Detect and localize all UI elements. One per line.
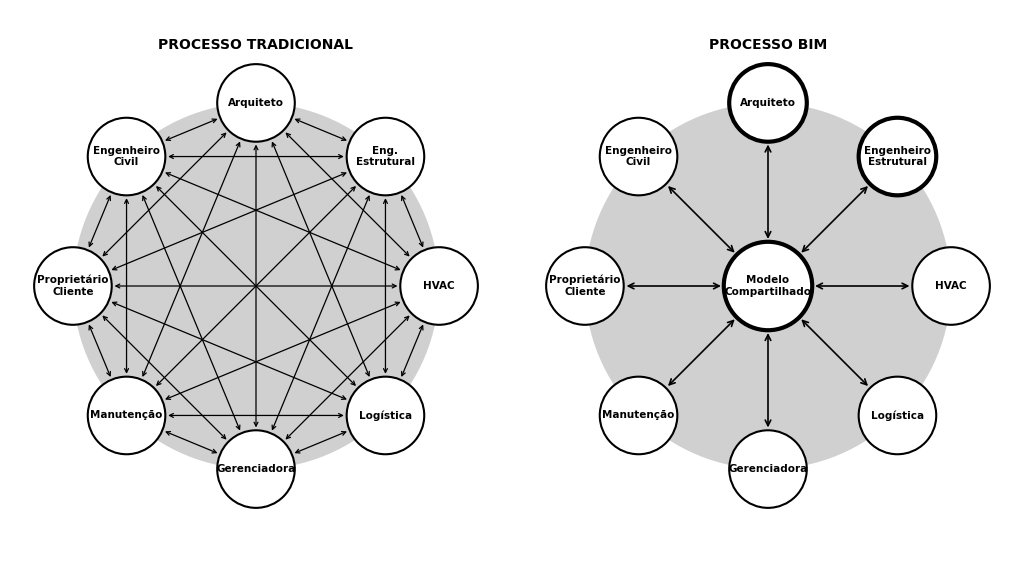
Text: Arquiteto: Arquiteto	[228, 98, 284, 108]
Text: HVAC: HVAC	[935, 281, 967, 291]
Text: Gerenciadora: Gerenciadora	[216, 464, 296, 474]
Circle shape	[347, 118, 424, 195]
Circle shape	[88, 377, 165, 454]
Text: PROCESSO BIM: PROCESSO BIM	[709, 38, 827, 51]
Circle shape	[912, 247, 990, 325]
Circle shape	[400, 247, 478, 325]
Text: Logística: Logística	[358, 410, 412, 421]
Circle shape	[724, 242, 812, 330]
Text: Engenheiro
Civil: Engenheiro Civil	[93, 146, 160, 168]
Text: Manutenção: Manutenção	[602, 411, 675, 420]
Text: Proprietário
Cliente: Proprietário Cliente	[549, 275, 621, 297]
Circle shape	[859, 118, 936, 195]
Circle shape	[217, 64, 295, 142]
Text: Engenheiro
Civil: Engenheiro Civil	[605, 146, 672, 168]
Text: HVAC: HVAC	[423, 281, 455, 291]
Circle shape	[729, 430, 807, 508]
Circle shape	[347, 377, 424, 454]
Circle shape	[34, 247, 112, 325]
Circle shape	[585, 103, 951, 469]
Text: Proprietário
Cliente: Proprietário Cliente	[37, 275, 109, 297]
Text: Gerenciadora: Gerenciadora	[728, 464, 808, 474]
Circle shape	[729, 64, 807, 142]
Text: Modelo
Compartilhado: Modelo Compartilhado	[725, 275, 811, 297]
Text: PROCESSO TRADICIONAL: PROCESSO TRADICIONAL	[159, 38, 353, 51]
Circle shape	[859, 377, 936, 454]
Circle shape	[73, 103, 439, 469]
Circle shape	[217, 430, 295, 508]
Circle shape	[546, 247, 624, 325]
Circle shape	[88, 118, 165, 195]
Text: Eng.
Estrutural: Eng. Estrutural	[356, 146, 415, 168]
Circle shape	[600, 118, 677, 195]
Text: Engenheiro
Estrutural: Engenheiro Estrutural	[864, 146, 931, 168]
Text: Arquiteto: Arquiteto	[740, 98, 796, 108]
Text: Logística: Logística	[870, 410, 924, 421]
Circle shape	[600, 377, 677, 454]
Text: Manutenção: Manutenção	[90, 411, 163, 420]
